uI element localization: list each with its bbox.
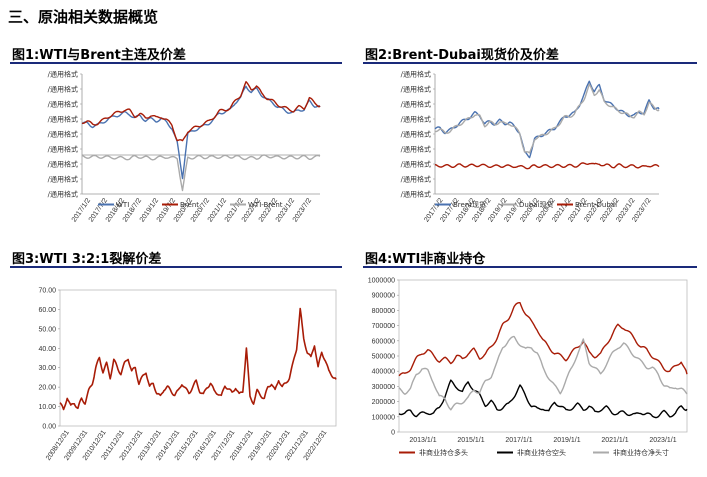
fig4-legend-label: 非商业持仓多头 bbox=[419, 448, 468, 457]
fig1-y-tick-label: /通用格式 bbox=[48, 100, 78, 109]
fig4-y-tick-label: 800000 bbox=[372, 308, 395, 315]
fig4-x-tick-label: 2013/1/1 bbox=[409, 437, 436, 444]
fig4-y-tick-label: 300000 bbox=[372, 384, 395, 391]
fig1-y-tick-label: /通用格式 bbox=[48, 190, 78, 199]
fig3-plot-frame bbox=[59, 289, 337, 427]
fig1-legend-label: Brent bbox=[180, 201, 199, 209]
fig1-y-tick-label: /通用格式 bbox=[48, 175, 78, 184]
fig1-chart: /通用格式/通用格式/通用格式/通用格式/通用格式/通用格式/通用格式/通用格式… bbox=[48, 70, 321, 223]
fig1-legend-label: WTI-Brent bbox=[248, 201, 283, 209]
fig4-y-tick-label: 600000 bbox=[372, 338, 395, 345]
fig4-legend-label: 非商业持仓空头 bbox=[517, 448, 566, 457]
fig2-legend-label: Dubai现货 bbox=[519, 200, 554, 209]
fig3-y-tick-label: 50.00 bbox=[38, 326, 56, 333]
fig3-y-tick-label: 60.00 bbox=[38, 307, 56, 314]
fig2-y-tick-label: /通用格式 bbox=[401, 70, 431, 79]
fig1-y-tick-label: /通用格式 bbox=[48, 70, 78, 79]
fig2-y-tick-label: /通用格式 bbox=[401, 145, 431, 154]
fig4-y-tick-label: 900000 bbox=[372, 293, 395, 300]
fig4-y-tick-label: 500000 bbox=[372, 354, 395, 361]
fig4-y-tick-label: 200000 bbox=[372, 399, 395, 406]
fig3-y-tick-label: 30.00 bbox=[38, 365, 56, 372]
fig2-series-line bbox=[434, 83, 660, 154]
fig1-legend-label: WTI bbox=[116, 201, 129, 209]
fig4-x-tick-label: 2017/1/1 bbox=[505, 437, 532, 444]
fig4-x-tick-label: 2019/1/1 bbox=[553, 437, 580, 444]
fig1-title-rule bbox=[10, 62, 342, 64]
section-title: 三、原油相关数据概览 bbox=[8, 8, 159, 26]
fig1-y-tick-label: /通用格式 bbox=[48, 85, 78, 94]
fig4-x-tick-label: 2023/1/1 bbox=[649, 437, 676, 444]
fig3-y-tick-label: 20.00 bbox=[38, 385, 56, 392]
fig4-title: 图4:WTI非商业持仓 bbox=[365, 252, 486, 267]
fig2-title: 图2:Brent-Dubai现货价及价差 bbox=[365, 48, 559, 63]
fig3-y-tick-label: 40.00 bbox=[38, 346, 56, 353]
fig4-chart: 0 100000 200000 300000 400000 500000 600000 700… bbox=[368, 278, 688, 457]
fig2-y-tick-label: /通用格式 bbox=[401, 115, 431, 124]
fig4-y-tick-label: 1000000 bbox=[368, 278, 395, 285]
fig2-y-tick-label: /通用格式 bbox=[401, 85, 431, 94]
fig2-legend-label: Brent-Dubai bbox=[575, 201, 617, 209]
fig4-y-tick-label: 400000 bbox=[372, 369, 395, 376]
fig4-x-tick-label: 2021/1/1 bbox=[601, 437, 628, 444]
fig4-series-line bbox=[398, 335, 688, 411]
fig1-series-line bbox=[81, 81, 321, 142]
fig1-series-line bbox=[81, 154, 321, 192]
fig1-y-tick-label: /通用格式 bbox=[48, 160, 78, 169]
fig2-y-tick-label: /通用格式 bbox=[401, 130, 431, 139]
fig4-y-tick-label: 700000 bbox=[372, 323, 395, 330]
fig3-y-tick-label: 10.00 bbox=[38, 404, 56, 411]
fig2-y-tick-label: /通用格式 bbox=[401, 190, 431, 199]
fig2-series-line bbox=[434, 162, 660, 170]
fig1-y-tick-label: /通用格式 bbox=[48, 145, 78, 154]
fig4-series-line bbox=[398, 379, 688, 419]
fig4-title-rule bbox=[363, 266, 697, 268]
fig2-y-tick-label: /通用格式 bbox=[401, 160, 431, 169]
fig2-title-rule bbox=[363, 62, 697, 64]
fig3-chart: 0.0010.0020.0030.0040.0050.0060.0070.002… bbox=[38, 288, 337, 462]
fig1-title: 图1:WTI与Brent主连及价差 bbox=[12, 48, 186, 63]
fig4-x-tick-label: 2015/1/1 bbox=[457, 437, 484, 444]
fig2-y-tick-label: /通用格式 bbox=[401, 100, 431, 109]
fig2-chart: /通用格式/通用格式/通用格式/通用格式/通用格式/通用格式/通用格式/通用格式… bbox=[401, 70, 660, 223]
fig3-y-tick-label: 0.00 bbox=[42, 424, 56, 431]
fig3-series-line bbox=[59, 307, 337, 411]
fig3-y-tick-label: 70.00 bbox=[38, 288, 56, 295]
fig2-legend-label: Brent现货 bbox=[453, 200, 486, 209]
fig4-y-tick-label: 0 bbox=[391, 430, 395, 437]
fig1-y-tick-label: /通用格式 bbox=[48, 130, 78, 139]
fig3-title: 图3:WTI 3:2:1裂解价差 bbox=[12, 252, 162, 267]
fig4-series-line bbox=[398, 302, 688, 377]
fig2-series-line bbox=[434, 80, 660, 159]
fig3-title-rule bbox=[10, 266, 342, 268]
fig4-legend-label: 非商业持仓净头寸 bbox=[613, 448, 669, 457]
fig1-series-line bbox=[81, 85, 321, 180]
fig4-y-tick-label: 100000 bbox=[372, 414, 395, 421]
fig1-y-tick-label: /通用格式 bbox=[48, 115, 78, 124]
fig2-y-tick-label: /通用格式 bbox=[401, 175, 431, 184]
